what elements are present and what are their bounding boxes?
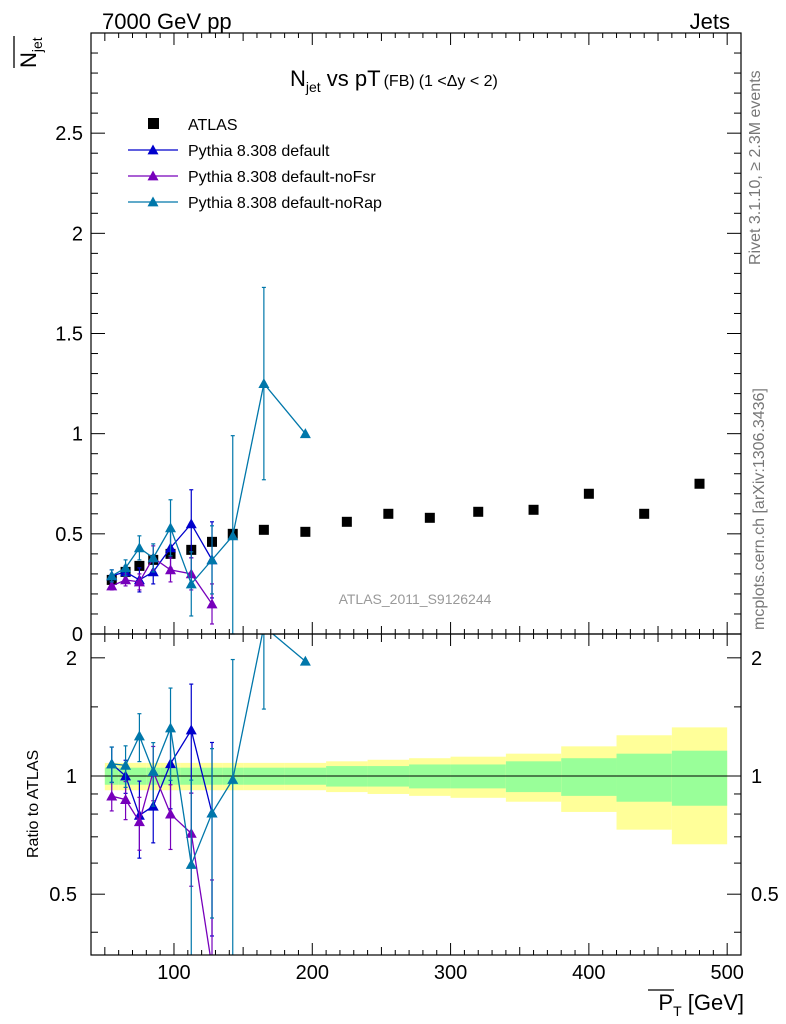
ratio-point: [207, 962, 218, 972]
top-y-tick-label: 0: [72, 624, 83, 646]
legend-label: Pythia 8.308 default: [188, 143, 330, 160]
atlas-point: [473, 506, 484, 517]
series-point: [258, 378, 270, 388]
rivet-info: Rivet 3.1.10, ≥ 2.3M events: [747, 70, 764, 265]
series-point: [227, 530, 239, 541]
analysis-watermark: ATLAS_2011_S9126244: [339, 591, 492, 607]
ratio-point: [185, 724, 197, 735]
axis-ticks: 100 200 300 400 500 0 0.5 1 1.5 2 2.5 0.5 0.5 1 1 2 2: [49, 33, 779, 984]
atlas-point: [383, 508, 394, 519]
ratio-line: [111, 634, 306, 867]
legend-label: Pythia 8.308 default-noRap: [188, 195, 382, 212]
legend-marker-triangle: [147, 144, 159, 155]
atlas-point: [258, 524, 269, 535]
x-axis-label: PT [GeV]: [658, 990, 744, 1019]
top-panel-series: [106, 286, 705, 635]
bottom-y-axis-label: Ratio to ATLAS: [25, 750, 42, 858]
atlas-point: [134, 560, 145, 571]
atlas-point: [300, 526, 311, 537]
title-sub: jet: [305, 79, 321, 95]
bottom-panel-series: [106, 621, 311, 972]
series-point: [165, 564, 177, 575]
ratio-point: [106, 758, 118, 769]
atlas-point: [528, 504, 539, 515]
title-range: (1 <Δy < 2): [419, 73, 498, 90]
atlas-point: [639, 508, 650, 519]
ratio-point: [133, 730, 145, 741]
series-point: [206, 598, 218, 609]
legend-marker-square: [148, 118, 159, 129]
series-point: [147, 552, 159, 563]
title-main: N: [290, 66, 306, 91]
ratio-tick-label: 1: [66, 766, 77, 788]
atlas-band-inner: [616, 753, 672, 802]
atlas-point: [583, 488, 594, 499]
energy-label: 7000 GeV pp: [102, 9, 232, 34]
bottom-panel-frame: [90, 633, 742, 956]
ratio-tick-label: 0.5: [49, 884, 77, 906]
series-line: [111, 382, 306, 586]
series-point: [299, 428, 311, 439]
ratio-tick-label-right: 2: [751, 648, 762, 670]
ratio-point: [120, 794, 132, 804]
x-tick-label: 300: [434, 962, 467, 984]
series-point: [185, 578, 197, 589]
ratio-tick-label-right: 0.5: [751, 884, 779, 906]
title-tag: (FB): [384, 73, 415, 90]
ratio-point: [299, 655, 311, 666]
atlas-band-inner: [505, 761, 562, 793]
atlas-uncertainty-bands: [91, 727, 741, 845]
ratio-point: [165, 808, 177, 819]
series-point: [206, 554, 218, 565]
series-point: [120, 562, 132, 573]
legend-label: Pythia 8.308 default-noFsr: [188, 169, 376, 186]
ratio-point: [185, 858, 197, 869]
ratio-point: [165, 722, 177, 733]
ratio-tick-label: 2: [66, 648, 77, 670]
atlas-point: [424, 512, 435, 523]
series-point: [106, 580, 118, 591]
mcplots-info: mcplots.cern.ch [arXiv:1306.3436]: [751, 388, 768, 630]
series-point: [120, 574, 132, 585]
x-tick-label: 200: [296, 962, 329, 984]
top-y-tick-label: 0.5: [55, 524, 83, 546]
ratio-series: [106, 621, 311, 955]
atlas-point: [341, 516, 352, 527]
atlas-point: [694, 478, 705, 489]
top-y-tick-label: 1.5: [55, 324, 83, 346]
process-label: Jets: [690, 9, 730, 34]
x-tick-label: 400: [572, 962, 605, 984]
plot-title: Njet vs pT (FB) (1 <Δy < 2): [290, 66, 498, 95]
top-y-tick-label: 2: [72, 223, 83, 245]
series-point: [133, 576, 145, 587]
ratio-point: [258, 621, 269, 631]
series-point: [106, 570, 118, 581]
top-y-tick-label: 2.5: [55, 123, 83, 145]
legend-marker-triangle: [147, 196, 159, 207]
legend-label: ATLAS: [188, 117, 238, 134]
ratio-point: [120, 759, 132, 770]
atlas-band-inner: [561, 758, 617, 796]
ratio-point: [106, 790, 118, 801]
legend-marker-triangle: [147, 170, 159, 181]
top-y-axis-label: Njet: [16, 37, 45, 68]
atlas-band-inner: [671, 750, 728, 806]
top-y-tick-label: 1: [72, 424, 83, 446]
ratio-point: [147, 765, 159, 776]
x-tick-label: 500: [710, 962, 743, 984]
ratio-point: [133, 816, 145, 827]
ratio-tick-label-right: 1: [751, 766, 762, 788]
x-tick-label: 100: [157, 962, 190, 984]
series-point: [165, 522, 177, 533]
ratio-point: [227, 773, 239, 784]
legend: ATLAS Pythia 8.308 default Pythia 8.308 de…: [128, 117, 382, 212]
title-mid: vs pT: [321, 66, 381, 91]
series-point: [133, 542, 145, 553]
series-point: [185, 518, 197, 529]
ratio-point: [206, 807, 218, 818]
